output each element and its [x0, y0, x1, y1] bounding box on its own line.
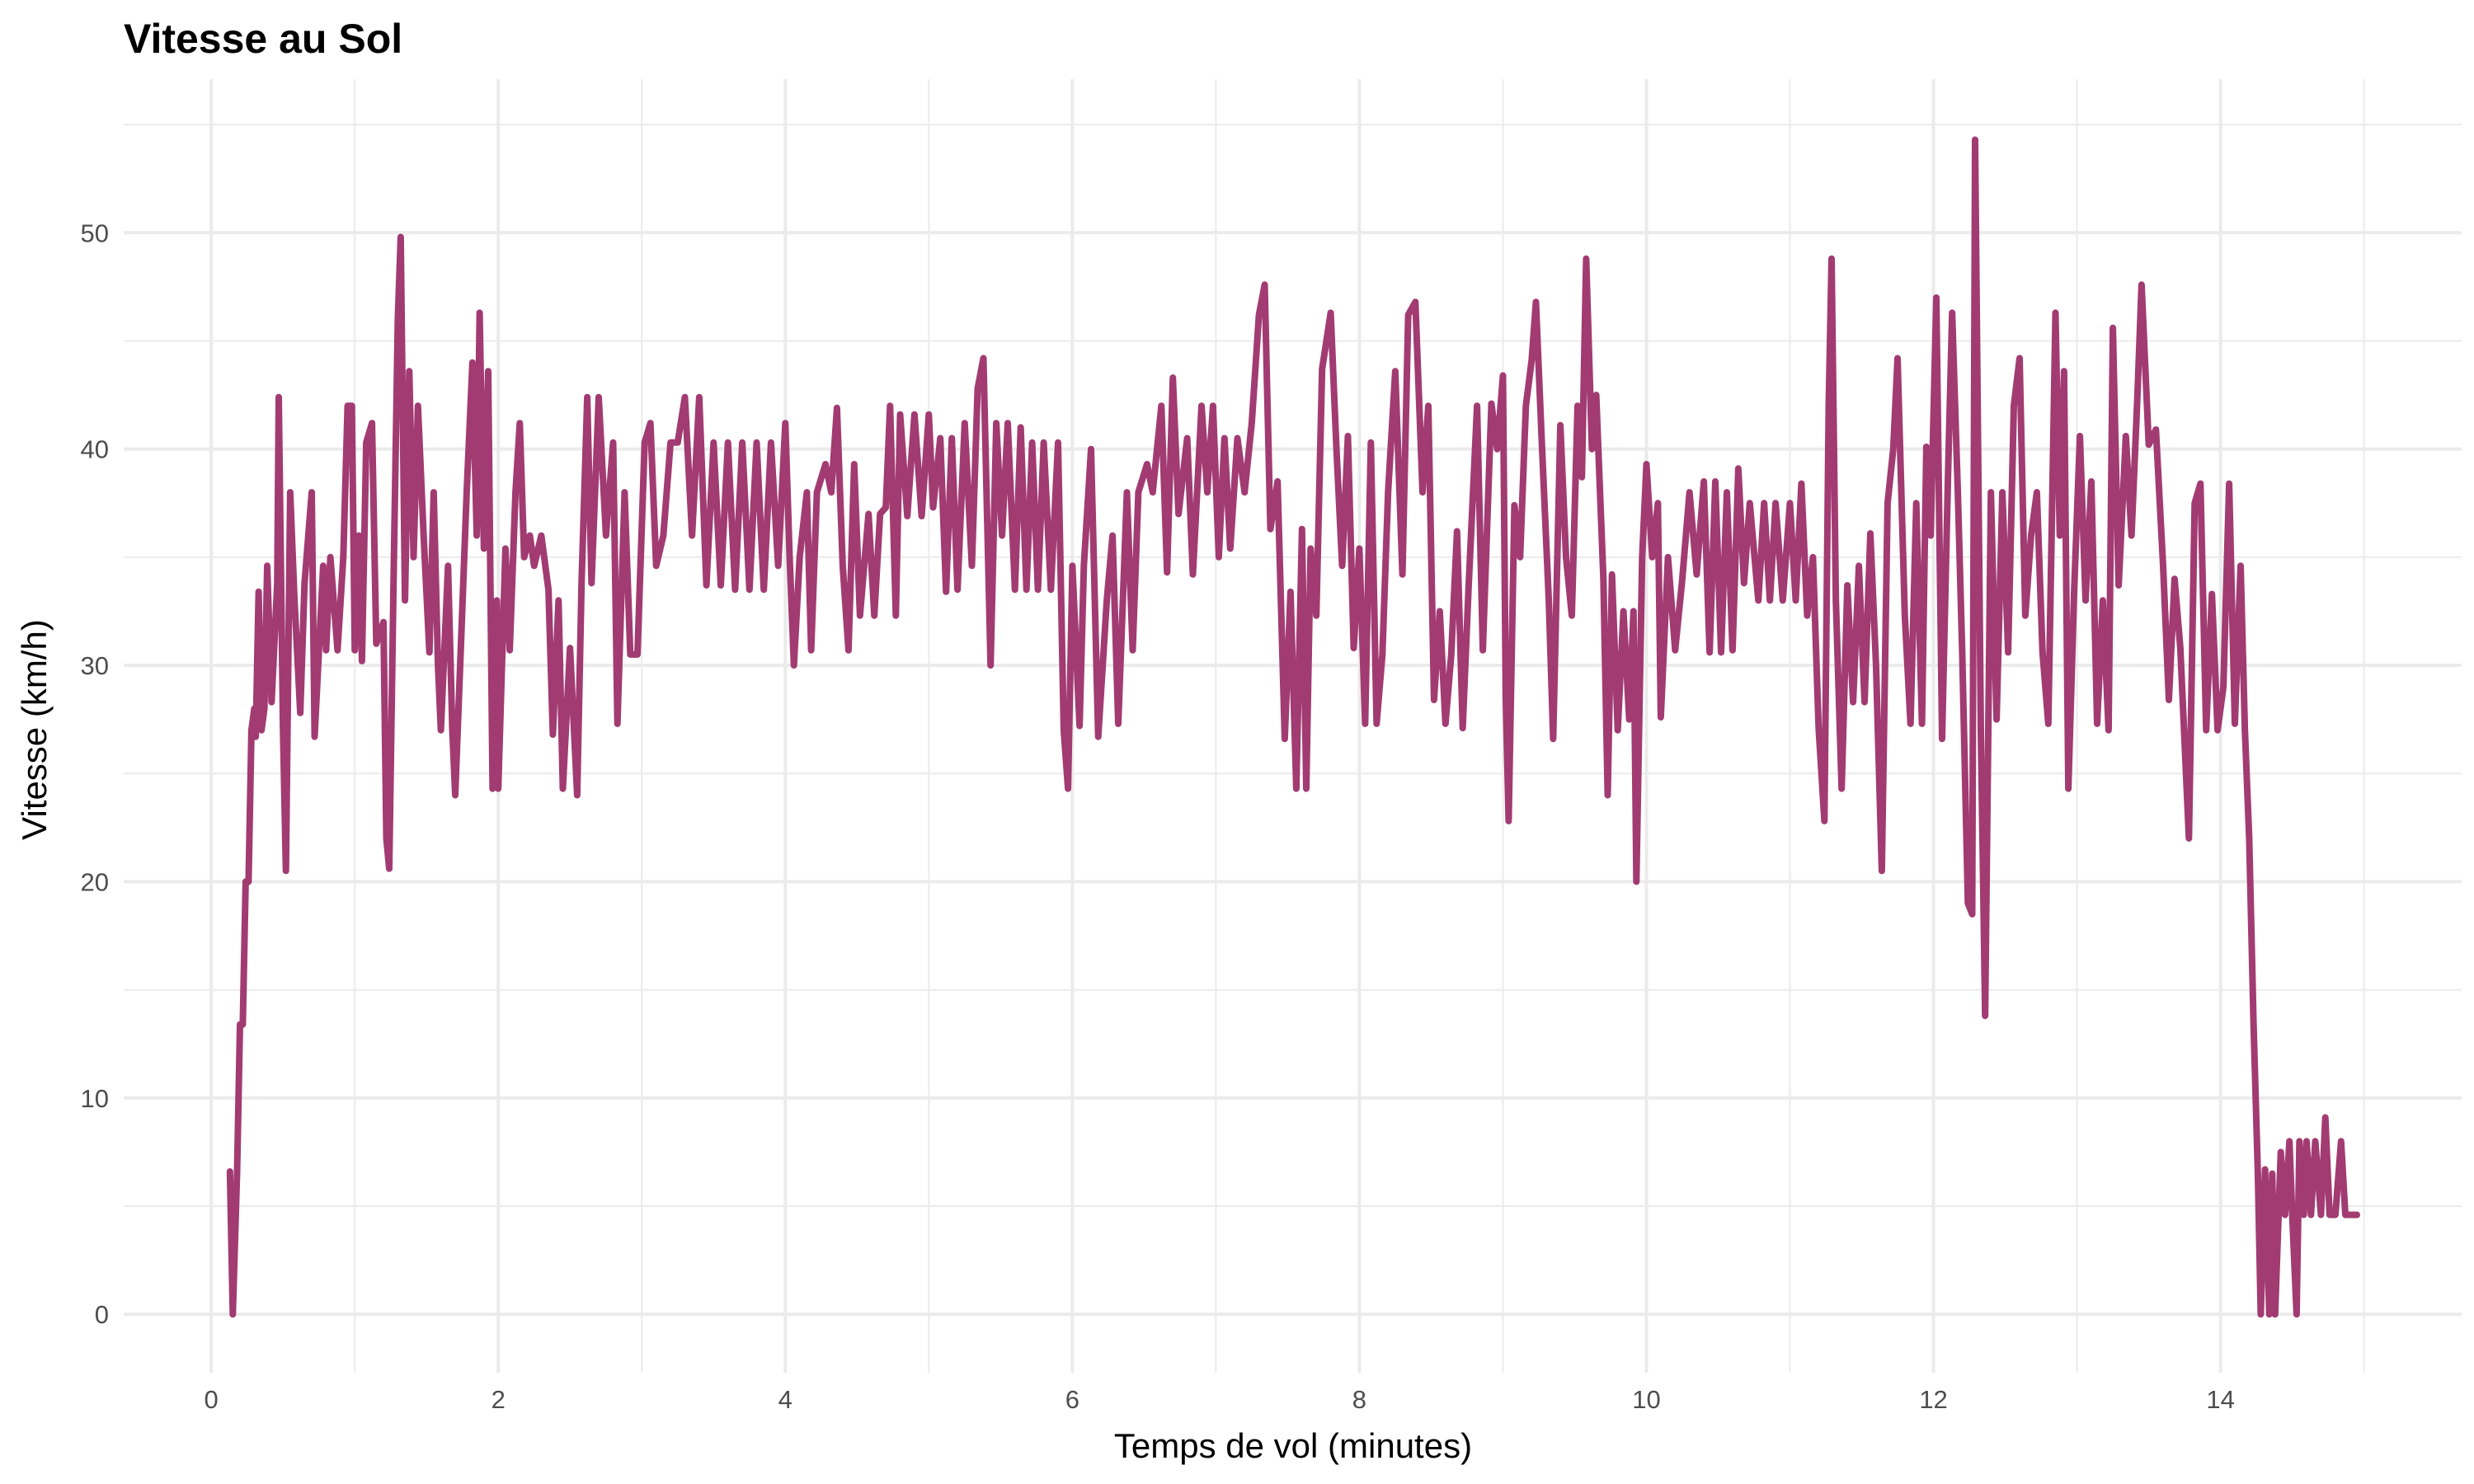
y-tick-label: 10 — [81, 1084, 109, 1113]
chart-title: Vitesse au Sol — [124, 16, 402, 62]
x-tick-label: 14 — [2206, 1385, 2234, 1414]
y-tick-label: 20 — [81, 867, 109, 896]
x-tick-label: 6 — [1065, 1385, 1079, 1414]
y-tick-label: 50 — [81, 218, 109, 247]
y-tick-label: 0 — [95, 1300, 109, 1329]
x-tick-label: 10 — [1632, 1385, 1660, 1414]
x-tick-label: 2 — [492, 1385, 506, 1414]
x-tick-label: 12 — [1919, 1385, 1947, 1414]
x-tick-label: 8 — [1352, 1385, 1366, 1414]
tick-labels: 0 10 20 30 40 50 0 2 4 6 8 10 12 14 — [81, 218, 2235, 1414]
series-line — [226, 136, 2360, 1318]
y-tick-label: 30 — [81, 651, 109, 680]
x-axis-title: Temps de vol (minutes) — [1114, 1426, 1472, 1465]
y-axis-title: Vitesse (km/h) — [15, 619, 54, 840]
x-tick-label: 4 — [778, 1385, 793, 1414]
x-tick-label: 0 — [205, 1385, 219, 1414]
y-tick-label: 40 — [81, 435, 109, 464]
